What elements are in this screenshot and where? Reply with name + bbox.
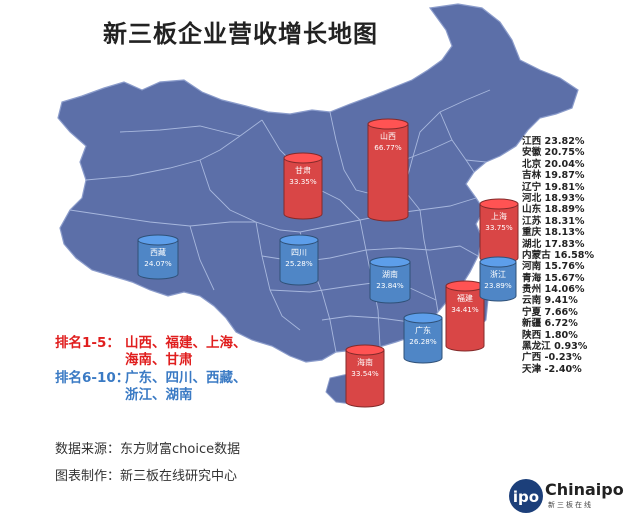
legend-top5-label: 排名1-5： — [55, 335, 120, 351]
cylinder-province-label: 上海 — [491, 211, 507, 221]
legend-top5-line: 海南、甘肃 — [125, 352, 193, 368]
cylinder-value-label: 33.75% — [485, 223, 513, 232]
cylinder-province-label: 山西 — [380, 131, 396, 141]
ranking-item: 重庆 18.13% — [522, 227, 585, 239]
cylinder-top — [345, 344, 385, 356]
logo-subtitle: 新三板在线 — [548, 501, 593, 509]
cylinder-top5: 山西 66.77% — [367, 118, 409, 222]
chinaipo-logo-icon: ipo — [509, 479, 543, 513]
ranking-item: 贵州 14.06% — [522, 284, 585, 296]
legend-top6-10-line: 广东、四川、西藏、 — [125, 370, 247, 386]
cylinder-province-label: 西藏 — [150, 247, 166, 257]
cylinder-top — [279, 234, 319, 246]
ranking-item: 江苏 18.31% — [522, 215, 585, 227]
ranking-item: 北京 20.04% — [522, 158, 585, 170]
ranking-item: 内蒙古 16.58% — [522, 249, 595, 261]
cylinder-value-label: 26.28% — [409, 337, 437, 346]
legend-top6-10-line: 浙江、湖南 — [125, 387, 193, 403]
province-ranking-list: 江西 23.82% 安徽 20.75% 北京 20.04% 吉林 19.87% … — [522, 136, 594, 375]
cylinder-top6-10: 四川 25.28% — [279, 234, 319, 286]
ranking-item: 吉林 19.87% — [522, 170, 585, 182]
ranking-item: 江西 23.82% — [522, 136, 585, 147]
cylinder-body — [367, 123, 409, 222]
cylinder-top — [479, 198, 519, 210]
cylinder-top — [137, 234, 179, 246]
cylinder-province-label: 浙江 — [490, 269, 506, 279]
ranking-item: 宁夏 7.66% — [522, 306, 578, 318]
ranking-item: 辽宁 19.81% — [522, 181, 585, 193]
cylinder-value-label: 23.84% — [376, 281, 404, 290]
ranking-item: 青海 15.67% — [522, 272, 585, 284]
cylinder-top5: 上海 33.75% — [479, 198, 519, 264]
cylinder-body — [479, 261, 517, 302]
cylinder-top — [367, 118, 409, 130]
legend-top6-10-values: 广东、四川、西藏、 浙江、湖南 — [125, 370, 247, 404]
ranking-item: 新疆 6.72% — [522, 318, 578, 330]
ranking-item: 湖北 17.83% — [522, 238, 585, 250]
legend-top5-values: 山西、福建、上海、 海南、甘肃 — [125, 335, 247, 369]
cylinder-value-label: 66.77% — [374, 143, 402, 152]
ranking-item: 山东 18.89% — [522, 204, 585, 216]
svg-text:ipo: ipo — [513, 488, 539, 506]
cylinder-top — [283, 152, 323, 164]
cylinder-top — [403, 312, 443, 324]
cylinder-top5: 甘肃 33.35% — [283, 152, 323, 220]
logo-name: Chinaipo — [545, 480, 624, 499]
ranking-item: 河北 18.93% — [522, 192, 585, 204]
cylinder-top6-10: 浙江 23.89% — [479, 256, 517, 302]
cylinder-province-label: 甘肃 — [295, 165, 311, 175]
ranking-item: 安徽 20.75% — [522, 147, 585, 159]
cylinder-body — [279, 239, 319, 286]
chart-producer-note: 图表制作：新三板在线研究中心 — [55, 469, 238, 484]
cylinder-value-label: 33.54% — [351, 369, 379, 378]
cylinder-body — [137, 239, 179, 280]
cylinder-value-label: 33.35% — [289, 177, 317, 186]
ranking-item: 云南 9.41% — [522, 295, 578, 307]
cylinder-body — [445, 285, 485, 352]
cylinder-value-label: 25.28% — [285, 259, 313, 268]
cylinder-top6-10: 广东 26.28% — [403, 312, 443, 364]
cylinder-top6-10: 湖南 23.84% — [369, 256, 411, 304]
cylinder-body — [283, 157, 323, 220]
ranking-item: 广西 -0.23% — [522, 352, 582, 364]
cylinder-top — [479, 256, 517, 268]
ranking-item: 陕西 1.80% — [522, 329, 578, 341]
cylinder-top — [369, 256, 411, 268]
cylinder-province-label: 广东 — [415, 325, 431, 335]
ranking-item: 天津 -2.40% — [522, 363, 582, 375]
cylinder-value-label: 23.89% — [484, 281, 512, 290]
cylinder-top5: 福建 34.41% — [445, 280, 485, 352]
cylinder-top6-10: 西藏 24.07% — [137, 234, 179, 280]
cylinder-value-label: 24.07% — [144, 259, 172, 268]
ranking-item: 河南 15.76% — [522, 261, 585, 273]
cylinder-province-label: 湖南 — [382, 269, 398, 279]
cylinder-top — [445, 280, 485, 292]
cylinder-body — [369, 261, 411, 304]
cylinder-top5: 海南 33.54% — [345, 344, 385, 408]
cylinder-value-label: 34.41% — [451, 305, 479, 314]
ranking-item: 黑龙江 0.93% — [522, 341, 588, 353]
cylinder-body — [345, 349, 385, 408]
cylinder-body — [403, 317, 443, 364]
legend-top5-line: 山西、福建、上海、 — [125, 335, 247, 351]
map-title: 新三板企业营收增长地图 — [103, 20, 378, 48]
legend-top6-10-label: 排名6-10： — [55, 370, 130, 386]
cylinder-province-label: 海南 — [357, 357, 373, 367]
cylinder-province-label: 四川 — [291, 248, 307, 257]
data-source-note: 数据来源：东方财富choice数据 — [55, 442, 241, 457]
cylinder-province-label: 福建 — [457, 293, 473, 303]
